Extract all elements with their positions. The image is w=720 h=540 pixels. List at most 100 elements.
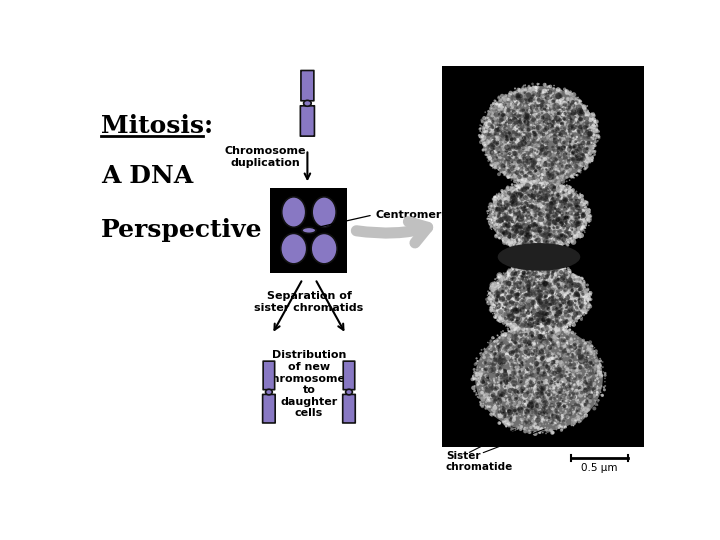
Point	[577, 358, 589, 367]
Point	[561, 382, 572, 391]
Point	[516, 121, 528, 130]
Point	[568, 152, 580, 160]
Point	[579, 362, 590, 370]
Point	[548, 308, 559, 316]
Point	[544, 292, 555, 301]
Point	[525, 164, 536, 173]
Point	[573, 292, 585, 301]
Point	[542, 302, 554, 311]
Point	[498, 272, 510, 281]
Point	[530, 188, 541, 197]
Point	[485, 410, 497, 418]
Point	[535, 222, 546, 231]
Point	[504, 226, 516, 235]
Point	[577, 109, 589, 118]
Point	[549, 198, 560, 207]
Point	[519, 198, 531, 207]
Point	[498, 303, 509, 312]
Point	[496, 227, 508, 235]
Point	[499, 234, 510, 242]
Point	[505, 282, 517, 291]
Point	[577, 375, 588, 384]
Point	[559, 363, 570, 372]
Point	[560, 138, 572, 146]
Point	[564, 124, 576, 132]
Point	[557, 308, 569, 317]
Point	[583, 221, 595, 230]
Point	[513, 210, 524, 219]
Point	[510, 186, 521, 194]
Point	[498, 150, 510, 159]
Point	[505, 285, 517, 293]
Point	[528, 197, 540, 205]
Point	[529, 375, 541, 384]
Point	[542, 161, 554, 170]
Point	[510, 411, 521, 420]
Point	[479, 344, 490, 353]
Point	[487, 147, 498, 156]
Point	[508, 160, 520, 168]
Point	[514, 190, 526, 199]
Point	[577, 154, 588, 163]
Point	[536, 407, 548, 416]
Point	[546, 379, 557, 387]
Point	[560, 280, 572, 288]
Point	[534, 264, 546, 272]
Point	[518, 192, 530, 200]
Point	[537, 320, 549, 328]
Point	[512, 164, 523, 173]
Point	[507, 298, 518, 307]
Point	[546, 208, 558, 217]
Point	[496, 367, 508, 375]
Point	[512, 150, 523, 159]
Point	[557, 133, 568, 142]
Point	[559, 159, 570, 167]
Point	[574, 232, 585, 240]
Point	[485, 140, 497, 149]
Point	[558, 113, 570, 122]
Point	[563, 161, 575, 170]
Point	[541, 210, 553, 219]
Point	[536, 366, 547, 374]
Point	[473, 379, 485, 388]
Point	[523, 327, 535, 336]
Point	[536, 315, 547, 323]
Point	[526, 208, 537, 217]
Point	[527, 99, 539, 108]
Point	[573, 212, 585, 220]
Point	[546, 199, 557, 207]
Point	[486, 160, 498, 168]
Point	[552, 174, 564, 183]
Point	[509, 324, 521, 333]
Point	[583, 211, 595, 220]
Point	[497, 409, 508, 417]
Point	[496, 279, 508, 287]
Point	[534, 339, 545, 347]
Point	[538, 309, 549, 318]
Point	[523, 418, 535, 427]
Point	[512, 297, 523, 306]
Point	[591, 128, 603, 137]
Point	[572, 215, 584, 224]
Point	[500, 201, 512, 210]
Point	[495, 196, 506, 205]
Point	[551, 405, 562, 414]
Point	[541, 106, 552, 115]
Point	[575, 152, 586, 161]
Point	[489, 147, 500, 156]
Point	[491, 299, 503, 307]
Point	[518, 283, 529, 292]
Point	[534, 329, 546, 338]
Point	[507, 300, 518, 308]
Point	[543, 92, 554, 101]
Point	[556, 100, 567, 109]
Point	[506, 345, 518, 354]
Point	[583, 157, 595, 165]
Point	[507, 359, 518, 367]
Point	[557, 298, 569, 307]
Point	[536, 187, 548, 195]
Point	[583, 301, 595, 310]
Point	[481, 389, 492, 398]
Point	[518, 272, 529, 281]
Point	[557, 369, 568, 378]
